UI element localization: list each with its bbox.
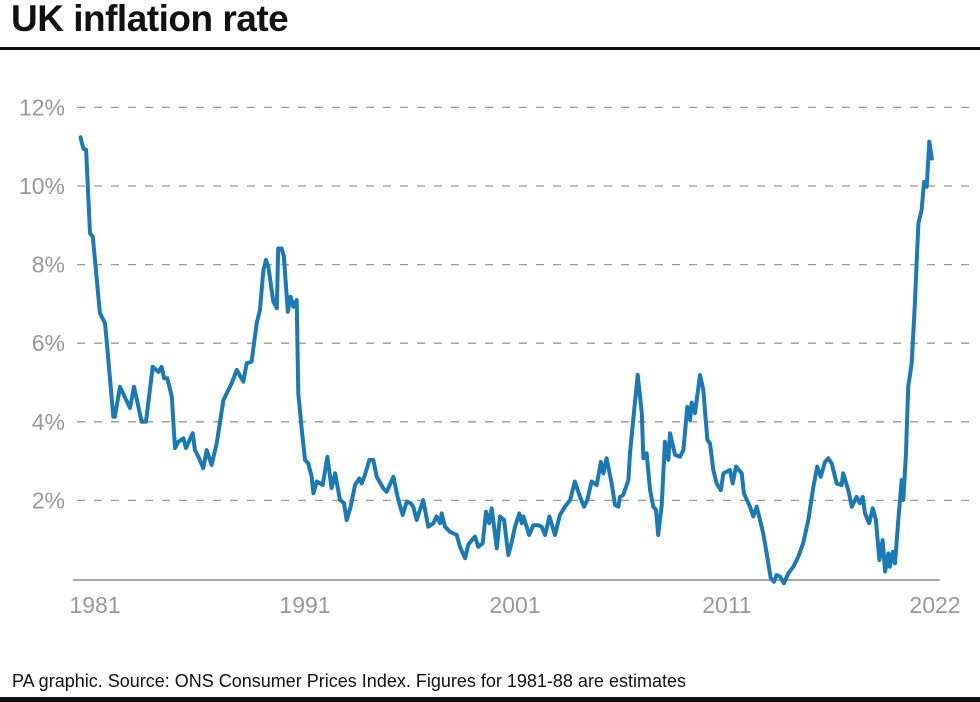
title-divider <box>0 47 980 50</box>
x-tick-label: 1981 <box>69 592 120 618</box>
y-axis-ticks: 2% 4% 6% 8% 10% 12% <box>19 94 65 513</box>
y-tick-label: 8% <box>32 252 65 278</box>
x-tick-label: 2011 <box>702 592 751 618</box>
x-tick-label: 2001 <box>489 592 540 618</box>
footer-divider <box>0 697 980 702</box>
x-tick-label: 1991 <box>279 592 330 618</box>
source-note: PA graphic. Source: ONS Consumer Prices … <box>12 671 686 691</box>
y-tick-label: 2% <box>32 487 65 513</box>
x-axis-ticks: 1981 1991 2001 2011 2022 <box>69 592 960 618</box>
y-tick-label: 4% <box>32 409 65 435</box>
x-tick-label: 2022 <box>909 592 960 618</box>
y-tick-label: 12% <box>19 94 65 120</box>
gridlines <box>77 106 975 502</box>
chart-title: UK inflation rate <box>11 0 289 39</box>
inflation-line <box>78 135 934 586</box>
y-tick-label: 10% <box>19 173 65 199</box>
y-tick-label: 6% <box>32 330 65 356</box>
